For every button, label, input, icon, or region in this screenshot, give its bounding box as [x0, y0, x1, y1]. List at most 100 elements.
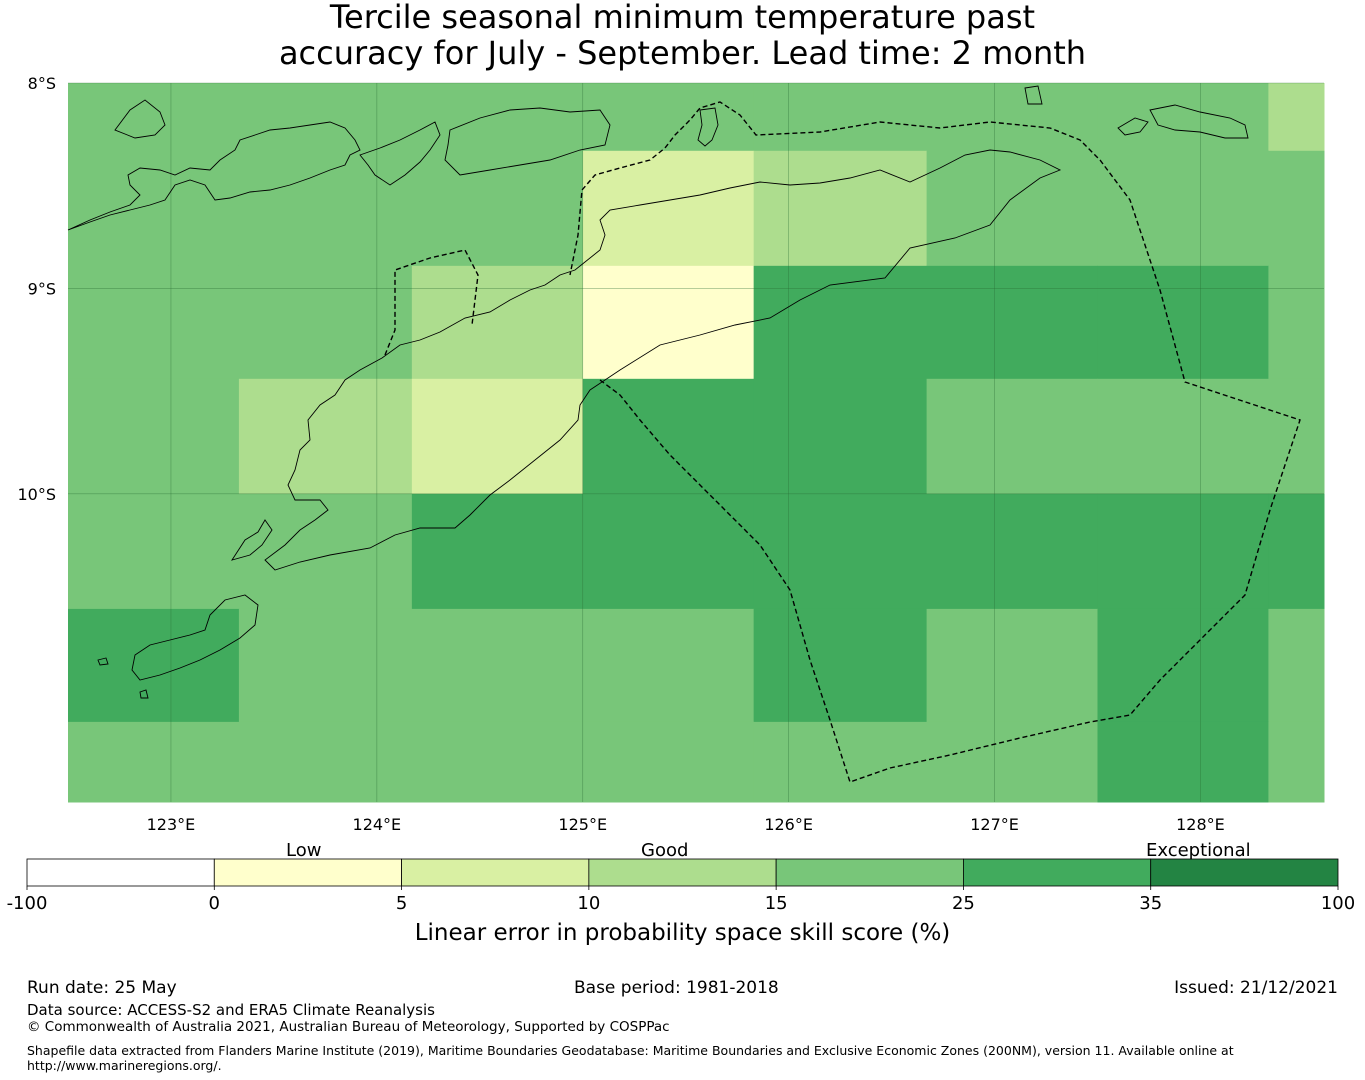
skill-cell	[926, 721, 1099, 803]
skill-cell	[753, 721, 928, 803]
category-exceptional-label: Exceptional	[1146, 840, 1251, 861]
skill-cell	[238, 150, 413, 267]
data-source: Data source: ACCESS-S2 and ERA5 Climate …	[27, 1001, 435, 1019]
skill-cell	[1268, 150, 1325, 267]
skill-cell	[926, 608, 1099, 723]
shapefile-credit-line-1: Shapefile data extracted from Flanders M…	[27, 1043, 1234, 1058]
small-island-3	[1117, 117, 1149, 136]
skill-cell	[1268, 265, 1325, 380]
skill-cell	[582, 378, 755, 495]
small-island-2	[1149, 104, 1249, 139]
colorbar-segment	[963, 858, 1152, 887]
longitude-tick-label: 124°E	[353, 815, 402, 834]
skill-cell	[1097, 378, 1269, 495]
skill-cell	[582, 721, 755, 803]
skill-cell	[238, 83, 413, 152]
skill-cell	[1097, 608, 1269, 723]
alor-island-coastline	[359, 121, 441, 186]
colorbar-tick-labels: -100 0 5 10 15 25 35 100	[7, 886, 1355, 914]
colorbar-segment	[1150, 858, 1339, 887]
skill-cell	[582, 83, 755, 152]
shapefile-credit-line-2: http://www.marineregions.org/.	[27, 1058, 222, 1073]
longitude-tick-label: 125°E	[558, 815, 607, 834]
colorbar-segment	[213, 858, 402, 887]
skill-cell	[68, 608, 240, 723]
graticule	[68, 82, 1324, 802]
skill-cell	[68, 493, 240, 610]
chart-title-line-2: accuracy for July - September. Lead time…	[278, 34, 1087, 72]
small-island-1	[1024, 85, 1043, 105]
skill-cell	[238, 265, 413, 380]
run-date: Run date: 25 May	[27, 978, 177, 998]
skill-cell	[582, 150, 755, 267]
skill-cell	[411, 150, 584, 267]
raijua-island-coastline	[139, 689, 149, 699]
colorbar-tick-label: -100	[7, 893, 48, 914]
skill-cell	[926, 150, 1099, 267]
sumba-island-coastline	[131, 594, 259, 681]
savu-island-coastline	[97, 657, 109, 666]
colorbar-tick-label: 10	[577, 893, 600, 914]
longitude-tick-label: 123°E	[147, 815, 196, 834]
timor-leste-eez-boundary	[569, 101, 1301, 783]
skill-cell	[1268, 493, 1325, 610]
skill-cell	[1097, 150, 1269, 267]
skill-cell	[926, 493, 1099, 610]
skill-cell	[753, 493, 928, 610]
skill-grid-cells	[68, 83, 1325, 803]
skill-cell	[1268, 721, 1325, 803]
eez-boundaries	[384, 101, 1301, 783]
skill-cell	[411, 608, 584, 723]
colorbar-segment	[775, 858, 964, 887]
skill-cell	[753, 608, 928, 723]
skill-cell	[1268, 83, 1325, 152]
skill-cell	[68, 378, 240, 495]
colorbar-segment	[588, 858, 777, 887]
base-period: Base period: 1981-2018	[574, 978, 779, 998]
skill-cell	[238, 608, 413, 723]
colorbar	[26, 858, 1339, 887]
skill-cell	[68, 265, 240, 380]
longitude-tick-label: 126°E	[764, 815, 813, 834]
skill-cell	[411, 721, 584, 803]
skill-cell	[411, 378, 584, 495]
skill-cell	[68, 150, 240, 267]
skill-cell	[582, 265, 755, 380]
skill-cell	[238, 378, 413, 495]
skill-cell	[1097, 83, 1269, 152]
skill-cell	[411, 83, 584, 152]
rote-island-coastline	[230, 519, 273, 561]
north-islands-coastline	[67, 121, 361, 231]
skill-cell	[68, 83, 240, 152]
colorbar-axis-label: Linear error in probability space skill …	[414, 920, 951, 946]
copyright: © Commonwealth of Australia 2021, Austra…	[27, 1019, 670, 1035]
colorbar-tick-label: 35	[1139, 893, 1162, 914]
solor-island-coastline	[114, 99, 166, 139]
skill-cell	[238, 493, 413, 610]
skill-cell	[1097, 493, 1269, 610]
skill-cell	[753, 378, 928, 495]
colorbar-tick-label: 0	[209, 893, 220, 914]
latitude-tick-label: 9°S	[28, 279, 56, 298]
skill-cell	[1097, 721, 1269, 803]
colorbar-segment	[401, 858, 590, 887]
atauro-island-coastline	[697, 107, 719, 147]
skill-cell	[1097, 265, 1269, 380]
chart-title-line-1: Tercile seasonal minimum temperature pas…	[329, 0, 1036, 36]
colorbar-tick-label: 5	[396, 893, 407, 914]
longitude-tick-label: 128°E	[1176, 815, 1225, 834]
oecusse-eez-boundary	[384, 249, 479, 356]
skill-cell	[926, 83, 1099, 152]
issued-date: Issued: 21/12/2021	[1174, 978, 1338, 998]
latitude-tick-label: 10°S	[17, 485, 56, 504]
skill-cell	[926, 265, 1099, 380]
timor-coastline	[264, 149, 1062, 571]
skill-cell	[1268, 378, 1325, 495]
skill-cell	[238, 721, 413, 803]
longitude-tick-labels: 123°E 124°E 125°E 126°E 127°E 128°E	[147, 815, 1225, 834]
category-low-label: Low	[286, 840, 322, 861]
colorbar-tick-label: 25	[952, 893, 975, 914]
latitude-tick-labels: 8°S 9°S 10°S	[17, 74, 56, 504]
colorbar-segment	[26, 858, 215, 887]
skill-cell	[1268, 608, 1325, 723]
